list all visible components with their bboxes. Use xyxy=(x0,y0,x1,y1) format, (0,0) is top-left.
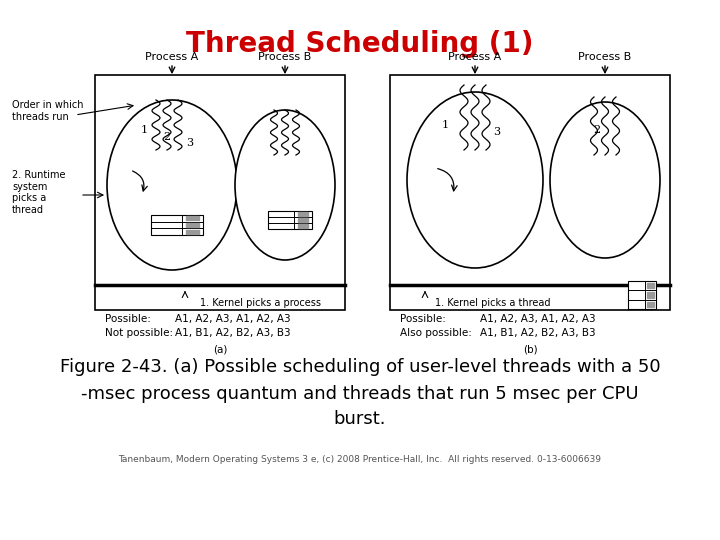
Text: (b): (b) xyxy=(523,344,537,354)
Bar xyxy=(647,301,654,307)
Ellipse shape xyxy=(550,102,660,258)
Text: 2: 2 xyxy=(593,125,600,135)
Bar xyxy=(298,224,308,228)
Text: Order in which
threads run: Order in which threads run xyxy=(12,100,84,122)
Ellipse shape xyxy=(407,92,543,268)
Text: Possible:: Possible: xyxy=(400,314,446,324)
Text: A1, A2, A3, A1, A2, A3: A1, A2, A3, A1, A2, A3 xyxy=(175,314,291,324)
Bar xyxy=(151,215,203,235)
Text: Not possible:: Not possible: xyxy=(105,328,173,338)
Bar xyxy=(186,217,199,220)
Text: 1. Kernel picks a process: 1. Kernel picks a process xyxy=(200,298,321,308)
Text: 1. Kernel picks a thread: 1. Kernel picks a thread xyxy=(435,298,551,308)
Text: (a): (a) xyxy=(213,344,228,354)
Text: 3: 3 xyxy=(186,138,194,148)
Text: 1: 1 xyxy=(140,125,148,135)
Text: Also possible:: Also possible: xyxy=(400,328,472,338)
Bar xyxy=(298,212,308,216)
Bar xyxy=(647,292,654,298)
Text: Tanenbaum, Modern Operating Systems 3 e, (c) 2008 Prentice-Hall, Inc.  All right: Tanenbaum, Modern Operating Systems 3 e,… xyxy=(119,455,601,464)
Text: A1, B1, A2, B2, A3, B3: A1, B1, A2, B2, A3, B3 xyxy=(480,328,595,338)
Text: Process B: Process B xyxy=(578,52,631,62)
Text: 2: 2 xyxy=(163,132,171,142)
Bar xyxy=(186,223,199,227)
Text: 3: 3 xyxy=(493,127,500,137)
Ellipse shape xyxy=(235,110,335,260)
Text: Process A: Process A xyxy=(145,52,199,62)
Text: 2. Runtime
system
picks a
thread: 2. Runtime system picks a thread xyxy=(12,170,66,215)
Text: Process B: Process B xyxy=(258,52,312,62)
Text: A1, B1, A2, B2, A3, B3: A1, B1, A2, B2, A3, B3 xyxy=(175,328,291,338)
Text: burst.: burst. xyxy=(334,410,386,428)
Bar xyxy=(647,283,654,288)
Bar xyxy=(628,281,656,309)
Text: Figure 2-43. (a) Possible scheduling of user-level threads with a 50: Figure 2-43. (a) Possible scheduling of … xyxy=(60,358,660,376)
Ellipse shape xyxy=(107,100,237,270)
Bar xyxy=(390,75,670,310)
Bar xyxy=(298,218,308,222)
Text: Process A: Process A xyxy=(449,52,502,62)
Bar xyxy=(186,230,199,234)
Text: 1: 1 xyxy=(441,120,449,130)
Text: Thread Scheduling (1): Thread Scheduling (1) xyxy=(186,30,534,58)
Bar xyxy=(95,75,345,310)
Text: Possible:: Possible: xyxy=(105,314,151,324)
Text: A1, A2, A3, A1, A2, A3: A1, A2, A3, A1, A2, A3 xyxy=(480,314,595,324)
Bar xyxy=(268,211,312,229)
Text: -msec process quantum and threads that run 5 msec per CPU: -msec process quantum and threads that r… xyxy=(81,385,639,403)
